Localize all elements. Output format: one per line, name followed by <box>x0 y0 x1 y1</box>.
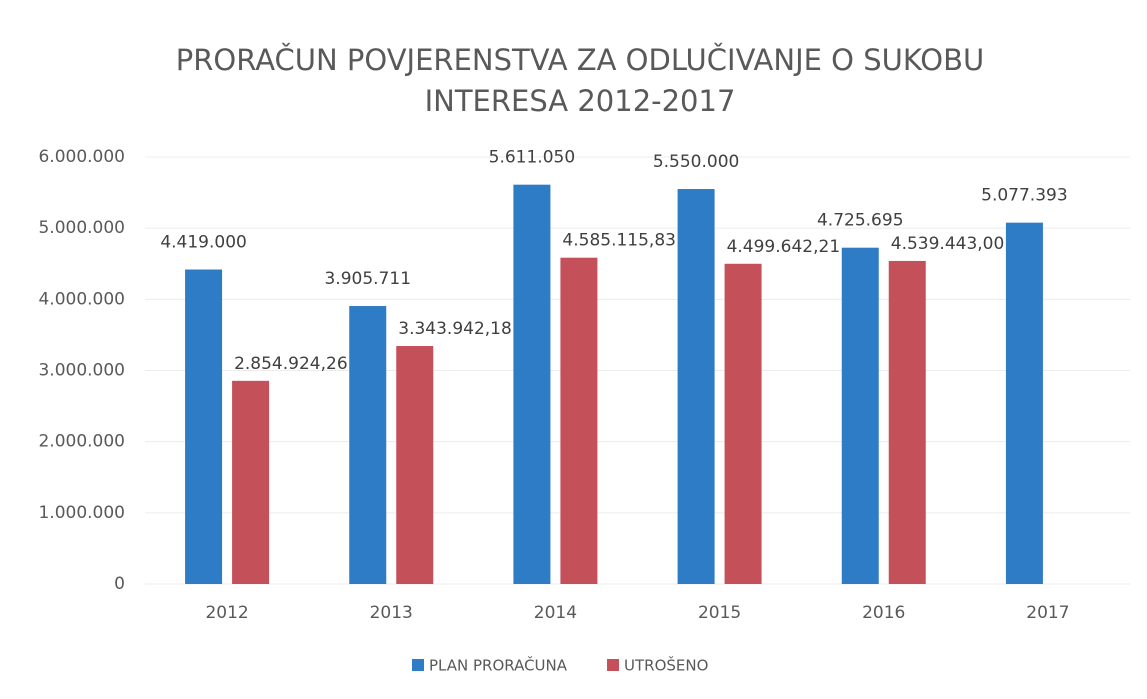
data-label: 5.550.000 <box>653 152 740 172</box>
y-tick-label: 4.000.000 <box>38 289 125 309</box>
y-tick-label: 1.000.000 <box>38 503 125 523</box>
data-label: 3.343.942,18 <box>398 319 512 339</box>
y-tick-label: 3.000.000 <box>38 361 125 381</box>
bar <box>232 380 270 584</box>
data-label: 4.499.642,21 <box>727 237 841 257</box>
data-label: 5.077.393 <box>981 186 1068 206</box>
legend-label: UTROŠENO <box>624 656 708 675</box>
x-tick-label: 2017 <box>1026 603 1069 623</box>
x-tick-label: 2012 <box>205 603 248 623</box>
data-label: 4.539.443,00 <box>891 234 1005 254</box>
bar <box>677 189 715 584</box>
bar <box>888 260 926 584</box>
y-tick-label: 6.000.000 <box>38 147 125 167</box>
data-label: 4.725.695 <box>817 211 904 231</box>
y-tick-label: 5.000.000 <box>38 218 125 238</box>
data-label: 2.854.924,26 <box>234 354 348 374</box>
chart-title: PRORAČUN POVJERENSTVA ZA ODLUČIVANJE O S… <box>176 43 985 77</box>
chart-title: INTERESA 2012-2017 <box>425 84 736 118</box>
x-tick-label: 2014 <box>534 603 577 623</box>
bar <box>349 306 387 584</box>
legend-swatch <box>412 659 424 671</box>
x-tick-label: 2013 <box>370 603 413 623</box>
bar <box>396 346 434 584</box>
bar <box>841 247 879 584</box>
legend-swatch <box>607 659 620 671</box>
data-label: 4.585.115,83 <box>562 231 676 251</box>
data-label: 3.905.711 <box>324 269 411 289</box>
x-tick-label: 2016 <box>862 603 905 623</box>
data-label: 5.611.050 <box>489 148 576 168</box>
legend-label: PLAN PRORAČUNA <box>429 656 568 675</box>
y-tick-label: 0 <box>114 574 125 594</box>
y-tick-label: 2.000.000 <box>38 432 125 452</box>
bar <box>724 263 762 584</box>
bar <box>560 257 598 584</box>
bar <box>513 184 551 584</box>
bar <box>1005 222 1043 584</box>
x-tick-label: 2015 <box>698 603 741 623</box>
data-label: 4.419.000 <box>160 233 247 253</box>
bar <box>185 269 223 584</box>
